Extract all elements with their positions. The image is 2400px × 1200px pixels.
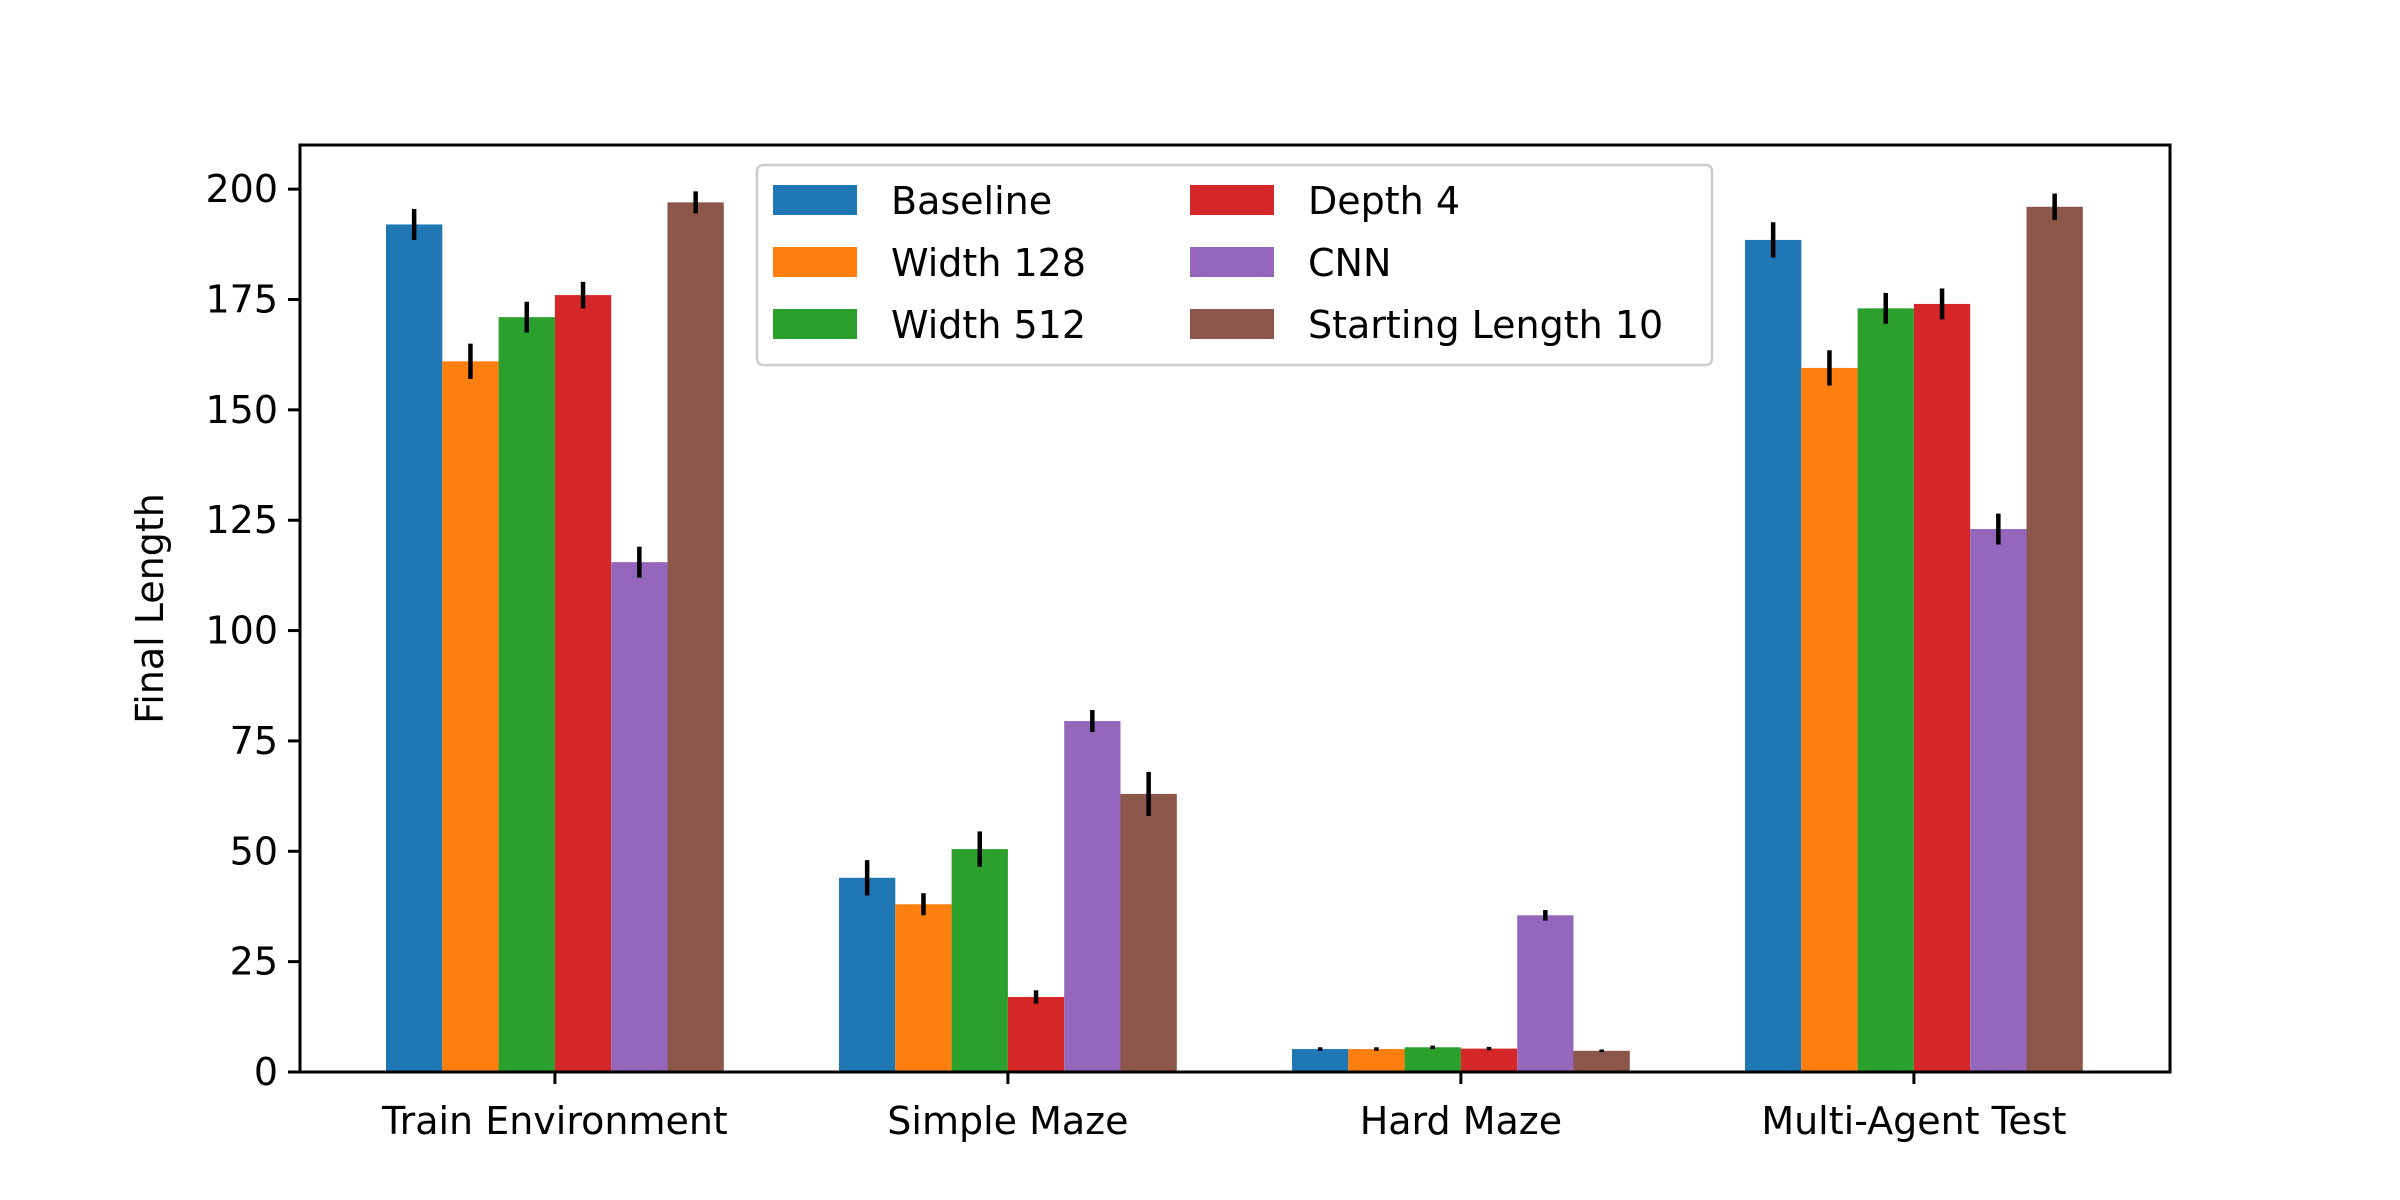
x-tick-label: Multi-Agent Test	[1761, 1099, 2066, 1143]
legend-label: Width 128	[891, 241, 1086, 285]
bar	[498, 317, 555, 1073]
legend-label: Depth 4	[1308, 179, 1460, 223]
legend-label: Starting Length 10	[1308, 303, 1663, 347]
y-tick-label: 25	[230, 940, 278, 984]
legend-swatch	[1190, 247, 1274, 277]
bar	[1404, 1047, 1461, 1072]
bar	[1913, 303, 1971, 1072]
bar	[1801, 367, 1858, 1073]
bar	[1857, 308, 1914, 1072]
bar	[1292, 1049, 1349, 1072]
bar	[554, 295, 612, 1073]
y-tick-label: 100	[205, 609, 278, 653]
bar	[1348, 1049, 1405, 1072]
bar	[1120, 793, 1177, 1072]
y-tick-label: 75	[230, 719, 278, 763]
bar	[442, 361, 499, 1072]
bar	[951, 849, 1008, 1072]
y-tick-label: 175	[205, 278, 278, 322]
bar	[611, 562, 668, 1072]
x-axis: Train Environment Simple Maze Hard Maze Mul…	[381, 1072, 2066, 1143]
y-tick-label: 200	[205, 167, 278, 211]
bar	[1573, 1050, 1630, 1072]
bar	[895, 904, 952, 1072]
legend-label: CNN	[1308, 241, 1391, 285]
bar	[386, 224, 443, 1072]
plot-frame	[298, 143, 2172, 1074]
y-axis-label: Final Length	[128, 493, 172, 724]
legend-swatch	[1190, 185, 1274, 215]
bar	[1064, 721, 1121, 1072]
y-tick-label: 0	[254, 1050, 278, 1094]
bar	[1460, 1048, 1518, 1072]
x-tick-label: Hard Maze	[1360, 1099, 1562, 1143]
legend-swatch	[773, 185, 857, 215]
x-tick-label: Simple Maze	[887, 1099, 1128, 1143]
bars-layer	[386, 202, 2083, 1073]
x-tick-label: Train Environment	[381, 1099, 728, 1143]
legend-label: Width 512	[891, 303, 1086, 347]
bar	[667, 202, 724, 1072]
legend: Baseline Width 128 Width 512 Depth 4 CNN Star…	[755, 163, 1714, 367]
legend-swatch	[773, 247, 857, 277]
legend-swatch	[1190, 309, 1274, 339]
legend-swatch	[773, 309, 857, 339]
bar	[1517, 915, 1574, 1072]
y-tick-label: 125	[205, 498, 278, 542]
legend-label: Baseline	[891, 179, 1052, 223]
bar	[1970, 529, 2027, 1072]
bar	[839, 877, 896, 1072]
bar	[1007, 996, 1065, 1072]
y-tick-label: 150	[205, 388, 278, 432]
y-axis: 0 25 50 75 100 125 150 175 200	[205, 167, 300, 1094]
bar	[1745, 239, 1802, 1072]
bar	[2026, 206, 2083, 1073]
error-bars-layer	[411, 191, 2057, 1053]
y-tick-label: 50	[230, 829, 278, 873]
